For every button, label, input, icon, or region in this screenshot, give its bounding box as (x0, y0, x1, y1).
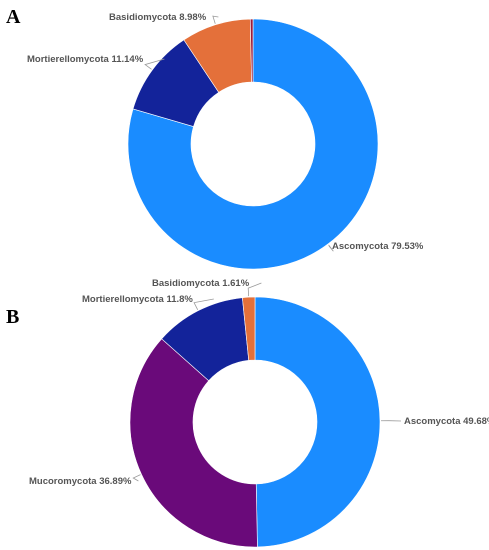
donut-slice-ascomycota (254, 296, 381, 548)
leader-line-mucoromycota (132, 474, 141, 482)
slice-label-ascomycota: Ascomycota 49.68% (404, 416, 489, 427)
slice-label-basidiomycota: Basidiomycota 1.61% (152, 278, 250, 289)
donut-slice-basidiomycota (242, 296, 256, 361)
slice-label-ascomycota: Ascomycota 79.53% (332, 241, 424, 252)
panel-letter-a: A (6, 6, 21, 28)
leader-line-basidiomycota (247, 282, 262, 297)
panel-letter-b: B (6, 306, 19, 328)
donut-chart-a: Ascomycota 79.53% Mortierellomycota 11.14… (27, 12, 424, 270)
donut-slice-ascomycota (127, 18, 379, 270)
slice-label-basidiomycota: Basidiomycota 8.98% (109, 12, 207, 23)
leader-line-basidiomycota (212, 15, 219, 24)
leader-line-ascomycota (328, 244, 334, 252)
leader-line-mortierellomycota (144, 58, 165, 70)
donut-slice-mucoromycota (129, 338, 258, 548)
slice-label-mortierellomycota: Mortierellomycota 11.14% (27, 54, 144, 65)
slice-label-mortierellomycota: Mortierellomycota 11.8% (82, 294, 193, 305)
slice-label-mucoromycota: Mucoromycota 36.89% (29, 476, 132, 487)
donut-chart-b: Ascomycota 49.68% Mucoromycota 36.89% Mort… (29, 278, 489, 548)
donut-slice-other (249, 18, 254, 83)
leader-line-mortierellomycota (193, 298, 214, 310)
